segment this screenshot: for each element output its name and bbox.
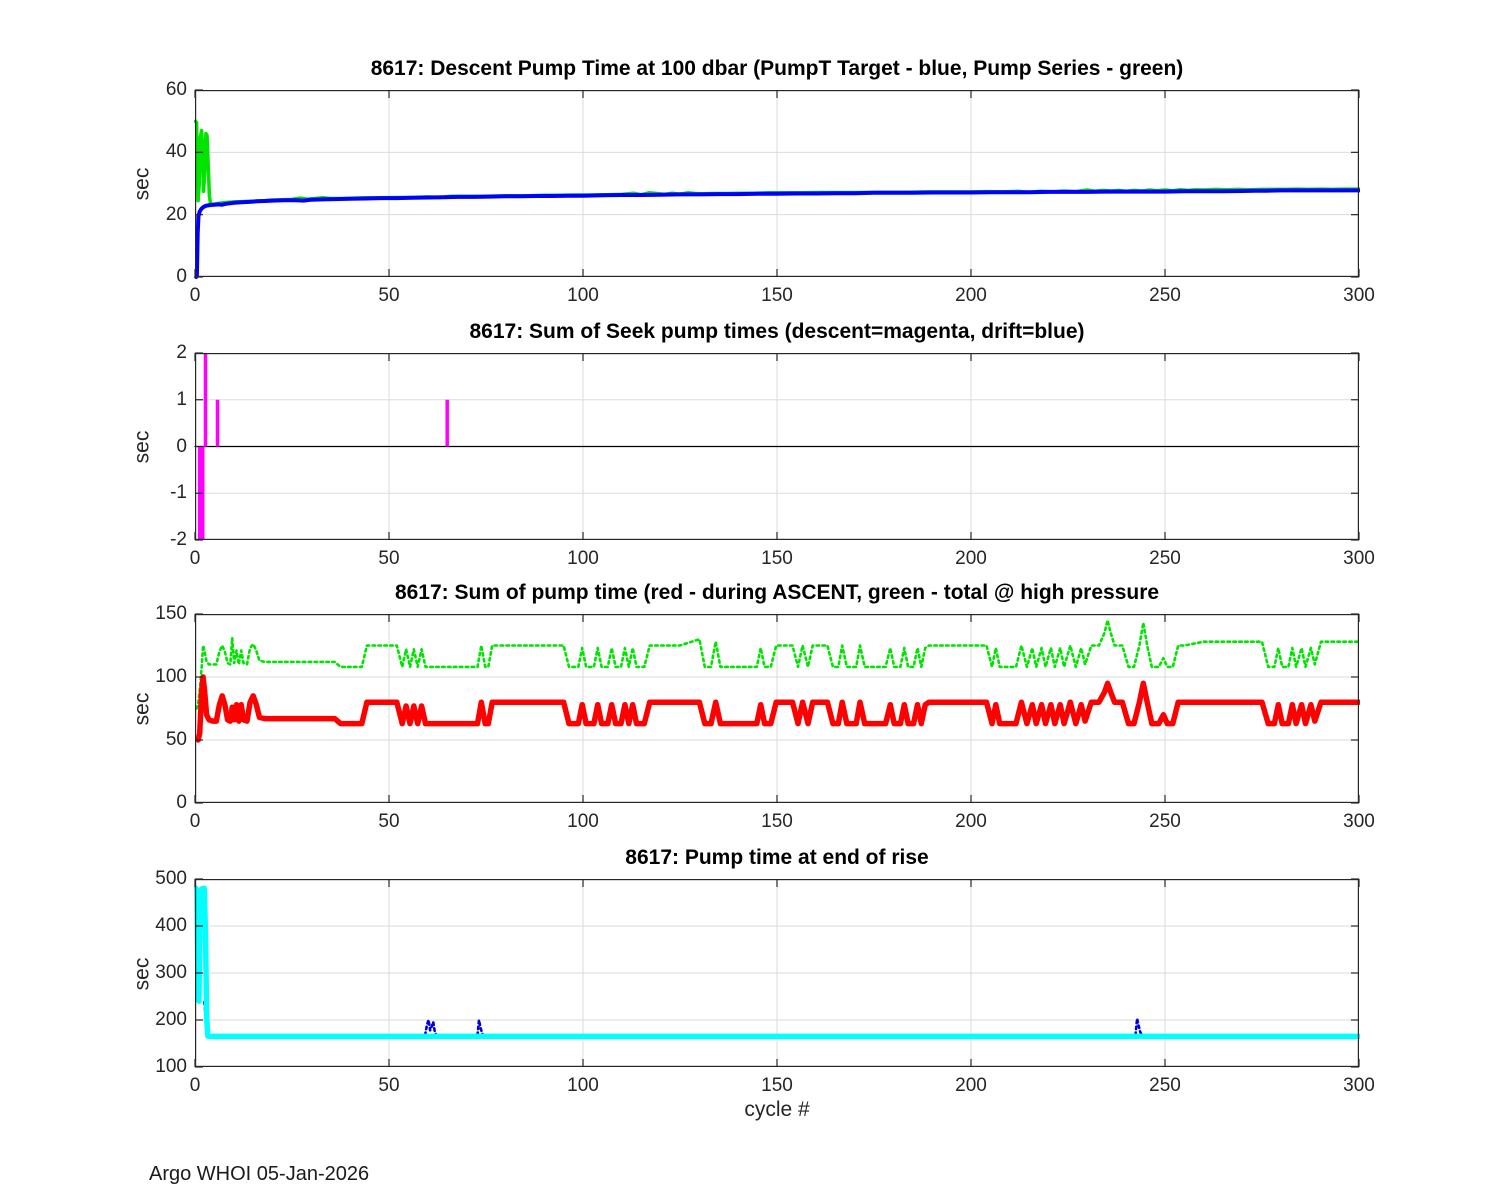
x-tick-label: 0: [189, 811, 201, 832]
x-tick-label: 50: [378, 285, 400, 306]
x-tick-label: 100: [567, 811, 599, 832]
series-polyline: [194, 188, 1360, 279]
x-tick-label: 300: [1343, 1075, 1375, 1096]
x-tick-label: 250: [1149, 1075, 1181, 1096]
series-polyline: [194, 885, 1360, 1040]
x-tick-label: 250: [1149, 548, 1181, 569]
y-tick-label: 20: [165, 203, 187, 225]
chart-surface: [194, 352, 1360, 541]
total-high-pressure-green-dotted-line: [195, 619, 1360, 710]
ascent-sum-red-line: [195, 674, 1360, 743]
x-tick-label: 300: [1343, 548, 1375, 569]
series-polyline: [195, 619, 1360, 710]
rise-dotted-blue-line: [203, 1000, 1144, 1037]
x-tick-label: 0: [189, 285, 201, 306]
y-tick-label: 60: [165, 79, 187, 100]
x-tick-label: 150: [761, 548, 793, 569]
x-tick-label: 50: [378, 1075, 400, 1096]
y-tick-label: 50: [165, 729, 187, 750]
series-polyline: [476, 1018, 485, 1037]
x-tick-label: 200: [955, 1075, 987, 1096]
chart-surface: [194, 89, 1360, 279]
y-tick-label: 100: [155, 666, 187, 687]
chart-surface: [194, 878, 1360, 1068]
x-tick-label: 100: [567, 1075, 599, 1096]
pumpt-target-blue-line: [194, 188, 1360, 279]
x-tick-label: 150: [761, 811, 793, 832]
x-tick-label: 100: [567, 548, 599, 569]
y-tick-label: 400: [155, 915, 187, 936]
x-tick-label: 50: [378, 548, 400, 569]
series-polyline: [195, 674, 1360, 743]
x-axis-label: cycle #: [744, 1098, 810, 1121]
y-tick-label: 0: [176, 266, 187, 287]
chart-surface: [194, 613, 1360, 804]
x-tick-label: 300: [1343, 285, 1375, 306]
x-tick-label: 200: [955, 548, 987, 569]
plot4-title: 8617: Pump time at end of rise: [625, 846, 929, 869]
series-polyline: [1134, 1017, 1144, 1037]
y-tick-label: 200: [155, 1009, 187, 1030]
plot2-title: 8617: Sum of Seek pump times (descent=ma…: [469, 320, 1085, 343]
figure-footer: Argo WHOI 05-Jan-2026: [149, 1163, 370, 1185]
plot3-ylabel: sec: [130, 692, 154, 726]
plot4-pump-time-end-of-rise: [194, 878, 1360, 1068]
y-tick-label: 1: [176, 388, 187, 410]
y-tick-label: 0: [176, 792, 187, 813]
x-tick-label: 100: [567, 285, 599, 306]
x-tick-label: 50: [378, 811, 400, 832]
axes-box: [195, 614, 1360, 804]
axes-box: [195, 353, 1360, 541]
x-tick-label: 150: [761, 1075, 793, 1096]
y-tick-label: 500: [155, 868, 187, 889]
x-tick-label: 250: [1149, 285, 1181, 306]
x-tick-label: 250: [1149, 811, 1181, 832]
x-tick-label: 0: [189, 1075, 201, 1096]
y-tick-label: -2: [170, 529, 187, 550]
y-tick-label: 100: [155, 1056, 187, 1077]
y-tick-label: 40: [165, 141, 187, 163]
x-tick-label: 300: [1343, 811, 1375, 832]
plot1-descent-pump-time: [194, 89, 1360, 279]
plot1-ylabel: sec: [130, 167, 154, 201]
x-tick-label: 200: [955, 811, 987, 832]
x-tick-label: 200: [955, 285, 987, 306]
series-polyline: [423, 1018, 438, 1037]
plot3-sum-pump-time: [194, 613, 1360, 804]
y-tick-label: -1: [170, 482, 187, 504]
plot3-title: 8617: Sum of pump time (red - during ASC…: [394, 581, 1160, 604]
plot1-title: 8617: Descent Pump Time at 100 dbar (Pum…: [370, 57, 1184, 80]
axes-box: [195, 90, 1360, 278]
x-tick-label: 0: [189, 548, 201, 569]
rise-pump-time-cyan-line: [194, 885, 1360, 1040]
y-tick-label: 150: [155, 603, 187, 624]
x-tick-label: 150: [761, 285, 793, 306]
y-tick-label: 2: [176, 342, 187, 363]
y-tick-label: 300: [155, 962, 187, 983]
plot2-sum-seek-pump-times: [194, 352, 1360, 541]
axes-box: [195, 879, 1360, 1068]
y-tick-label: 0: [176, 435, 187, 457]
